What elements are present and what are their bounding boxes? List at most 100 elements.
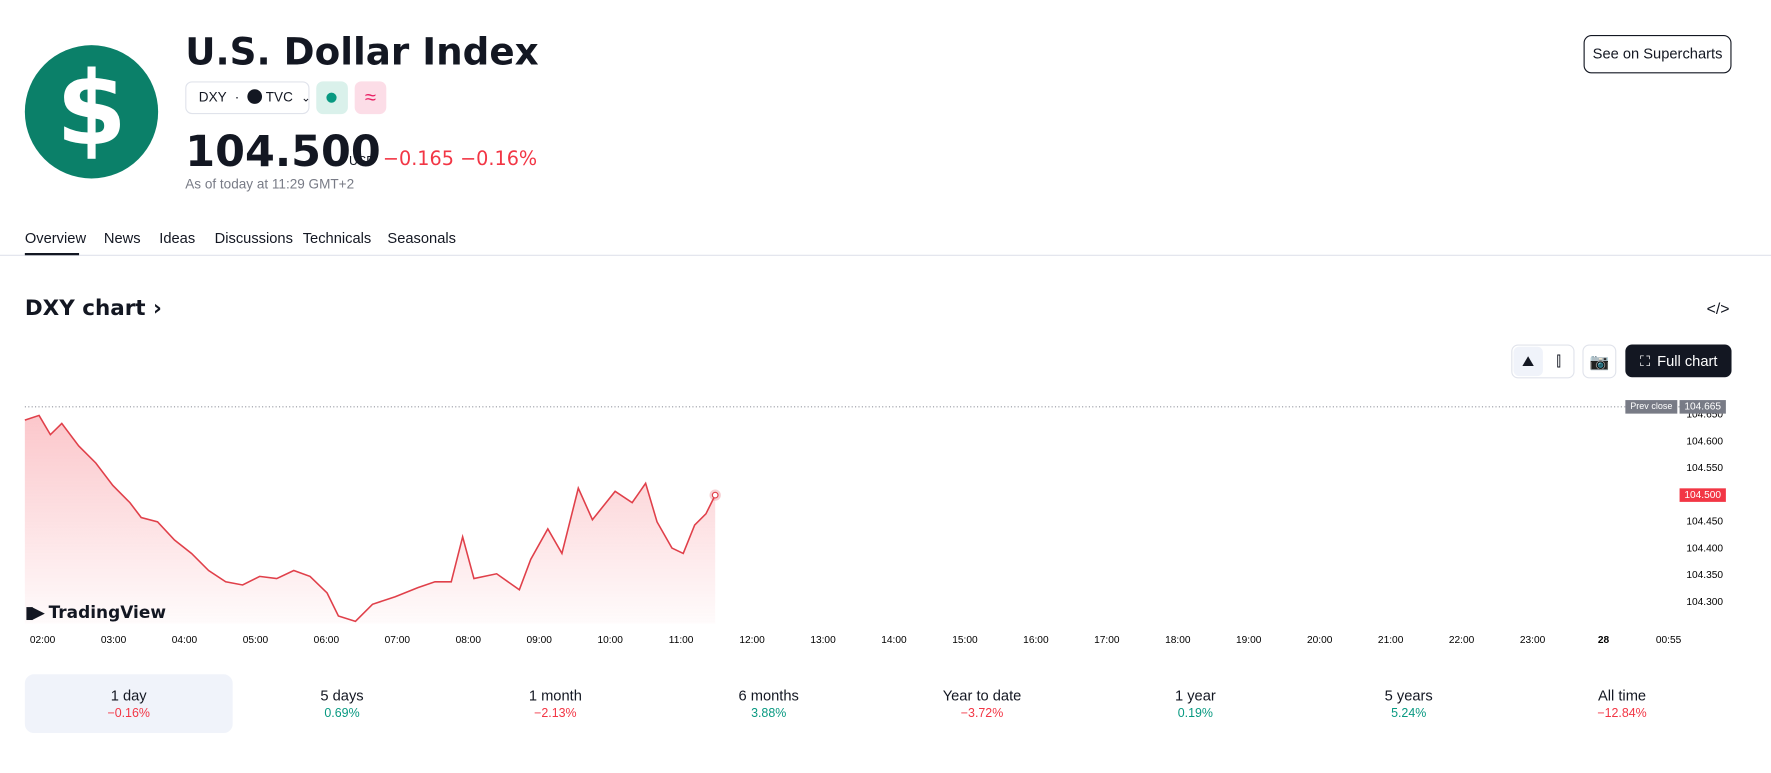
period-change: 0.69% xyxy=(324,707,360,721)
market-open-badge[interactable] xyxy=(316,81,348,115)
x-tick-label: 15:00 xyxy=(952,635,978,646)
x-tick-label: 21:00 xyxy=(1378,635,1404,646)
as-of: As of today at 11:29 GMT+2 xyxy=(185,176,355,193)
period-change: 0.19% xyxy=(1177,707,1213,721)
price-line xyxy=(24,414,716,623)
price: 104.500 xyxy=(185,126,381,177)
symbol-selector[interactable]: DXY · TVC ⌄ xyxy=(185,81,311,115)
prev-close-label: Prev close xyxy=(1630,401,1672,411)
x-tick-label: 11:00 xyxy=(669,635,694,646)
tab[interactable]: Seasonals xyxy=(387,229,457,247)
x-tick-label: 14:00 xyxy=(881,635,907,646)
tab[interactable]: Ideas xyxy=(159,229,196,247)
watermark: ▮▶ TradingView xyxy=(24,602,166,623)
x-tick-label: 07:00 xyxy=(385,635,411,646)
tab[interactable]: News xyxy=(103,229,141,247)
period-card[interactable]: 1 day −0.16% xyxy=(24,674,233,734)
period-card[interactable]: 1 year 0.19% xyxy=(1092,674,1300,733)
x-tick-label: 06:00 xyxy=(314,635,340,646)
y-tick-label: 104.300 xyxy=(1686,597,1723,608)
period-change: 5.24% xyxy=(1391,707,1427,721)
period-change: 3.88% xyxy=(751,707,787,721)
currency: USD xyxy=(349,154,376,169)
snapshot-button[interactable]: 📷 xyxy=(1582,344,1617,379)
x-tick-label: 03:00 xyxy=(101,635,127,646)
period-label: 6 months xyxy=(738,686,799,704)
logo xyxy=(24,45,159,179)
x-tick-label: 19:00 xyxy=(1236,635,1262,646)
x-tick-label: 09:00 xyxy=(527,635,553,646)
prev-close-tag xyxy=(1625,400,1678,414)
x-tick-label: 00:55 xyxy=(1656,635,1682,646)
prev-close-box xyxy=(1679,400,1726,414)
x-tick-label: 13:00 xyxy=(810,635,836,646)
period-change: −0.16% xyxy=(107,707,150,721)
logo-text: $ xyxy=(56,50,127,168)
period-label: 5 years xyxy=(1384,686,1433,704)
chart-section-title[interactable]: DXY chart › xyxy=(24,295,162,321)
period-label: Year to date xyxy=(942,686,1022,704)
x-tick-label: 02:00 xyxy=(30,635,56,646)
x-tick-label: 16:00 xyxy=(1023,635,1049,646)
embed-icon[interactable]: </> xyxy=(1706,299,1730,318)
candle-button[interactable]: ⫿ xyxy=(1556,352,1562,370)
tab[interactable]: Discussions xyxy=(214,229,293,247)
period-label: 1 month xyxy=(528,686,582,704)
symbol: DXY xyxy=(198,89,227,106)
full-chart-label: Full chart xyxy=(1657,352,1718,370)
y-tick-label: 104.600 xyxy=(1686,436,1723,447)
period-change: −2.13% xyxy=(534,707,577,721)
period-label: 5 days xyxy=(320,686,364,704)
period-card[interactable]: 5 years 5.24% xyxy=(1305,674,1513,733)
y-tick-label: 104.400 xyxy=(1686,543,1723,554)
dot: · xyxy=(234,89,240,106)
period-card[interactable]: All time −12.84% xyxy=(1518,674,1726,733)
prev-close-value: 104.665 xyxy=(1684,402,1721,413)
period-label: 1 day xyxy=(110,686,147,704)
period-change: −3.72% xyxy=(960,707,1004,721)
period-card[interactable]: 5 days 0.69% xyxy=(238,674,446,733)
period-card[interactable]: 1 month −2.13% xyxy=(452,674,660,733)
x-tick-label: 05:00 xyxy=(243,635,269,646)
x-tick-label: 18:00 xyxy=(1165,635,1191,646)
area-button[interactable]: ⛰ xyxy=(1513,346,1543,377)
x-tick-label: 08:00 xyxy=(456,635,482,646)
x-tick-label: 20:00 xyxy=(1307,635,1333,646)
period-card[interactable]: 6 months 3.88% xyxy=(665,674,873,733)
x-tick-label: 17:00 xyxy=(1094,635,1120,646)
period-card[interactable]: Year to date −3.72% xyxy=(878,674,1086,733)
change-value: −0.165 xyxy=(382,147,454,171)
change: −0.165 −0.16% xyxy=(383,148,537,171)
period-label: 1 year xyxy=(1174,686,1216,704)
y-tick-label: 104.450 xyxy=(1686,517,1723,528)
last-price-label: 104.500 xyxy=(1684,490,1721,501)
period-label: All time xyxy=(1597,686,1647,704)
chart-type-switch: ⛰ ⫿ xyxy=(1511,344,1575,379)
period-change: −12.84% xyxy=(1597,707,1647,721)
title: U.S. Dollar Index xyxy=(185,29,539,74)
last-point xyxy=(711,491,719,499)
exchange: TVC xyxy=(265,89,293,106)
watermark-text: TradingView xyxy=(48,602,166,623)
full-chart-button[interactable]: ⛶ Full chart xyxy=(1625,344,1732,378)
supercharts-button[interactable]: See on Supercharts xyxy=(1583,35,1732,74)
exchange-icon xyxy=(247,89,263,104)
x-tick-label: 04:00 xyxy=(172,635,198,646)
x-tick-label: 10:00 xyxy=(597,635,623,646)
y-tick-label: 104.550 xyxy=(1686,463,1723,474)
chart-title: DXY chart xyxy=(24,295,146,321)
delayed-badge[interactable]: ≈ xyxy=(354,81,387,115)
x-tick-label: 23:00 xyxy=(1520,635,1546,646)
last-price-box xyxy=(1679,488,1726,502)
area-fill xyxy=(24,415,716,624)
y-tick-label: 104.350 xyxy=(1686,570,1723,581)
y-tick-label: 104.650 xyxy=(1686,410,1723,421)
tab[interactable]: Overview xyxy=(24,229,87,247)
tab[interactable]: Technicals xyxy=(302,229,372,247)
chevron: ⌄ xyxy=(301,92,311,106)
x-tick-label: 28 xyxy=(1598,635,1610,646)
change-percent: −0.16% xyxy=(460,147,538,171)
x-tick-label: 22:00 xyxy=(1449,635,1475,646)
